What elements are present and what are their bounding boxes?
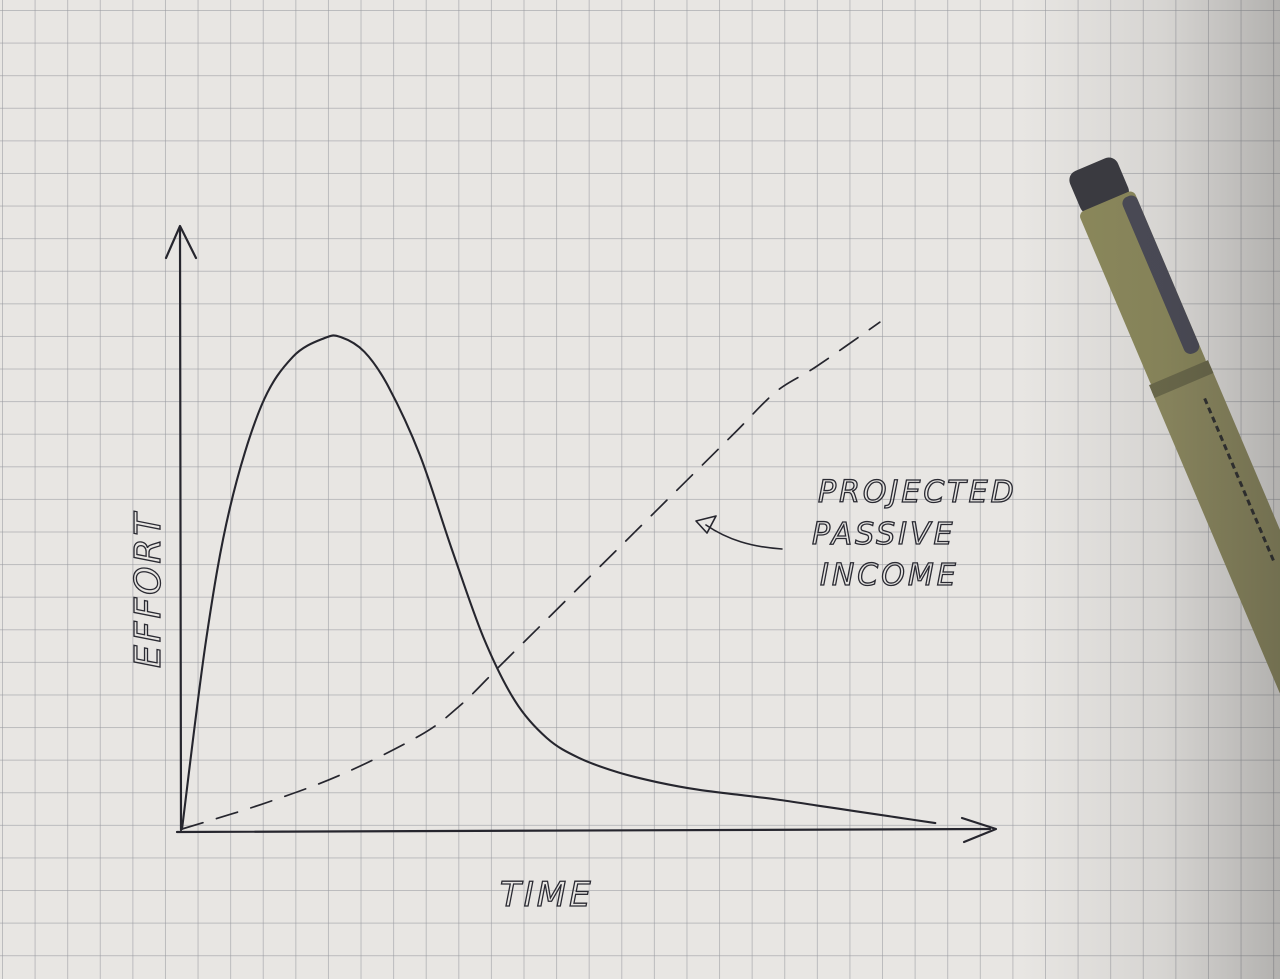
- y-axis: [178, 226, 183, 832]
- x-axis: [175, 827, 992, 834]
- x-axis-label: TIME: [500, 875, 594, 915]
- x-axis-arrowhead: [960, 816, 998, 844]
- pen-print: [1203, 397, 1277, 565]
- annotation-line-3: INCOME: [820, 558, 959, 593]
- pen-body: [1151, 362, 1280, 733]
- y-axis-label: EFFORT: [128, 510, 169, 668]
- pen-clip: [1122, 195, 1200, 354]
- annotation-line-2: PASSIVE: [812, 517, 955, 552]
- series-layer: [180, 321, 937, 831]
- annotation-line-1: PROJECTED: [818, 475, 1017, 510]
- pen-band: [1149, 360, 1214, 399]
- y-axis-arrowhead: [164, 224, 198, 260]
- series-line-solid: [180, 334, 937, 831]
- annotation-pointer-line: [705, 524, 783, 550]
- annotation-pointer-arrowhead: [695, 515, 717, 534]
- series-line-dashed: [181, 321, 881, 830]
- pen-cap: [1080, 191, 1206, 387]
- pen: [1069, 157, 1280, 733]
